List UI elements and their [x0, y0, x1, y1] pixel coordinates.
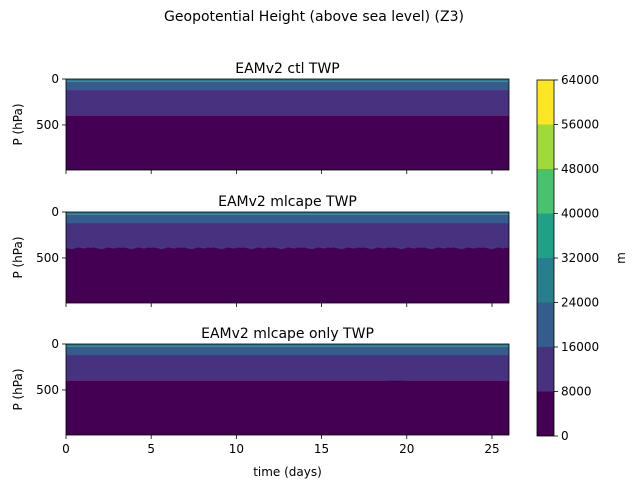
panel-2: EAMv2 mlcape TWP 0 500 P (hPa) [11, 194, 510, 307]
panel-1-band-3 [66, 90, 509, 116]
colorbar-segment-2 [537, 347, 554, 392]
panel-1-band-2 [66, 81, 509, 91]
colorbar-tick-label-1: 8000 [561, 385, 592, 399]
xtick-label-0: 0 [62, 442, 70, 456]
colorbar-tick-label-7: 56000 [561, 118, 599, 132]
panel-3-frame [65, 343, 510, 436]
panel-3-boundary-bump [386, 378, 404, 381]
panel-2-ytick-label-500: 500 [36, 251, 59, 265]
chart-title: Geopotential Height (above sea level) (Z… [164, 9, 464, 25]
colorbar-segment-3 [537, 302, 554, 347]
panel-3-ylabel: P (hPa) [11, 368, 25, 410]
xtick-label-10: 10 [229, 442, 244, 456]
panel-2-band-2 [66, 214, 509, 224]
panel-1-band-4 [66, 115, 509, 170]
panel-1-title: EAMv2 ctl TWP [235, 61, 340, 77]
panel-3-band-2 [66, 346, 509, 356]
panel-2-band-1 [66, 212, 509, 215]
x-axis-label: time (days) [253, 465, 322, 479]
panel-3-band-3 [66, 355, 509, 381]
panel-1-ytick-label-500: 500 [36, 118, 59, 132]
colorbar-label: m [614, 252, 628, 264]
xtick-label-20: 20 [399, 442, 414, 456]
xtick-label-25: 25 [484, 442, 499, 456]
panel-2-band-4 [66, 247, 509, 303]
xtick-label-15: 15 [314, 442, 329, 456]
panel-2-ylabel: P (hPa) [11, 236, 25, 278]
panel-3-band-4 [66, 380, 509, 435]
colorbar-segment-8 [537, 80, 554, 125]
colorbar-segment-7 [537, 124, 554, 169]
panel-1: EAMv2 ctl TWP 0 500 P (hPa) [11, 61, 510, 174]
xtick-label-5: 5 [147, 442, 155, 456]
colorbar-tick-label-0: 0 [561, 429, 569, 443]
panel-3-title: EAMv2 mlcape only TWP [201, 326, 374, 342]
panel-2-frame [65, 211, 510, 304]
colorbar-segment-5 [537, 213, 554, 258]
panel-3-ytick-label-500: 500 [36, 383, 59, 397]
panel-3-band-1 [66, 344, 509, 347]
colorbar-tick-label-3: 24000 [561, 296, 599, 310]
colorbar-tick-label-2: 16000 [561, 340, 599, 354]
colorbar-segment-1 [537, 391, 554, 436]
colorbar-tick-label-5: 40000 [561, 207, 599, 221]
colorbar-segment-6 [537, 169, 554, 214]
colorbar-tick-label-4: 32000 [561, 251, 599, 265]
panel-1-frame [65, 78, 510, 171]
colorbar-tick-label-6: 48000 [561, 162, 599, 176]
colorbar-segment-4 [537, 258, 554, 303]
panel-2-ytick-label-0: 0 [51, 205, 59, 219]
panel-3-ytick-label-0: 0 [51, 337, 59, 351]
panel-1-ytick-label-0: 0 [51, 72, 59, 86]
panel-1-ylabel: P (hPa) [11, 103, 25, 145]
colorbar: 0 8000 16000 24000 32000 40000 48000 56000 64000… [536, 73, 628, 443]
panel-2-boundary-wiggle [65, 245, 505, 250]
panel-1-band-1 [66, 79, 509, 82]
colorbar-tick-label-8: 64000 [561, 73, 599, 87]
panel-2-band-3 [66, 223, 509, 248]
panel-2-title: EAMv2 mlcape TWP [218, 194, 357, 210]
panel-3: EAMv2 mlcape only TWP 0 500 P (hPa) 0 5 10 15 20… [11, 326, 510, 456]
